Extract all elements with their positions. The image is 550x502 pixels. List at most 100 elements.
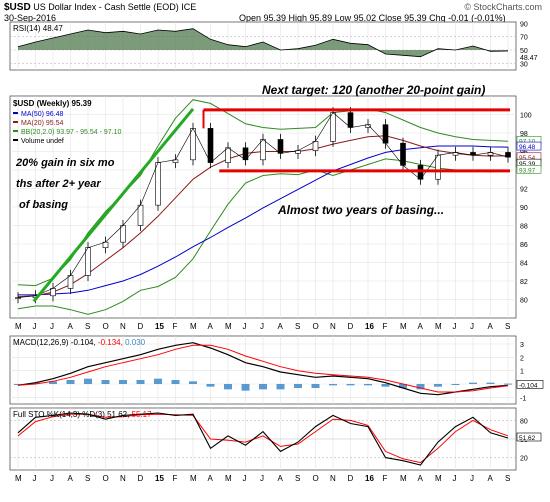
price-legend-item: BB(20,2.0) 93.97 - 95.54 - 97.10	[21, 129, 122, 136]
x-axis-label: S	[85, 474, 90, 483]
stockcharts-credit: © StockCharts.com	[464, 2, 542, 12]
macd-legend: MACD(12,26,9) -0.104, -0.134, 0.030	[13, 338, 146, 347]
price-legend-title: $USD (Weekly) 95.39	[13, 99, 92, 108]
price-tick-label: 84	[520, 261, 528, 268]
x-axis-label: A	[278, 322, 284, 331]
price-bar	[155, 162, 161, 206]
annotation-20pct-gain: 20% gain in six mo ths after 2+ year of b…	[15, 157, 115, 211]
x-axis-label: M	[190, 322, 197, 331]
x-axis-label: S	[295, 474, 300, 483]
macd-tick-label: 1	[520, 369, 524, 376]
x-axis-label: A	[418, 322, 424, 331]
macd-histogram-bar	[119, 380, 127, 384]
macd-histogram-bar	[14, 384, 22, 385]
x-axis-label: A	[418, 474, 424, 483]
sto-legend-part: 55.17	[132, 410, 153, 419]
x-axis-label: A	[208, 474, 214, 483]
macd-histogram-bar	[276, 384, 285, 390]
macd-histogram-bar	[101, 380, 110, 384]
macd-histogram-bar	[399, 384, 407, 388]
price-bar	[50, 288, 56, 297]
price-tick-label: 98	[520, 131, 528, 138]
macd-histogram-bar	[504, 383, 512, 385]
rsi-tick-label: 90	[520, 21, 528, 28]
sto-right-badge	[516, 432, 542, 442]
x-axis-label: J	[243, 474, 247, 483]
price-legend-item: Volume undef	[21, 138, 64, 145]
x-axis-label: F	[173, 322, 178, 331]
price-right-label: 93.97	[519, 167, 536, 174]
price-right-badge	[516, 141, 542, 151]
x-axis-label: D	[138, 322, 144, 331]
macd-histogram-bar	[346, 384, 355, 386]
x-axis-label: M	[15, 474, 22, 483]
x-axis-label: J	[470, 474, 474, 483]
macd-histogram-bar	[364, 384, 372, 386]
price-bar	[225, 147, 231, 163]
macd-histogram-bar	[49, 381, 57, 384]
price-legend-item: MA(50) 96.48	[21, 111, 64, 118]
x-axis-label: 15	[155, 474, 164, 483]
macd-signal-line	[17, 344, 509, 393]
x-axis-label: M	[400, 322, 407, 331]
x-axis-label: F	[383, 322, 388, 331]
price-right-label: 95.54	[519, 155, 536, 162]
macd-histogram-bar	[206, 384, 215, 387]
price-right-badge	[516, 164, 542, 174]
price-tick-label: 86	[520, 242, 528, 249]
macd-legend-part: 0.030	[125, 338, 146, 347]
x-axis-label: J	[453, 474, 457, 483]
price-bar	[312, 141, 319, 151]
x-axis-label: M	[435, 322, 442, 331]
price-right-label: 95.39	[519, 161, 536, 168]
rsi-legend: RSI(14) 48.47	[13, 24, 63, 33]
x-axis-label: O	[103, 474, 109, 483]
sto-tick-label: 80	[520, 418, 528, 425]
x-axis-label: J	[453, 322, 457, 331]
macd-histogram-bar	[136, 380, 145, 384]
x-axis-label: N	[330, 474, 336, 483]
macd-histogram-bar	[451, 384, 460, 385]
price-legend-item: MA(20) 95.54	[21, 120, 64, 127]
x-axis-label: F	[383, 474, 388, 483]
ohlc-readout: Open 95.39 High 95.89 Low 95.02 Close 95…	[239, 13, 506, 23]
annotation-20pct-gain-line: of basing	[16, 199, 68, 211]
x-axis-label: A	[488, 474, 494, 483]
rsi-tick-label: 50	[520, 48, 528, 55]
x-axis-label: N	[330, 322, 336, 331]
macd-legend-part: -0.134,	[98, 338, 125, 347]
price-right-label: 96.48	[519, 144, 536, 151]
x-axis-label: A	[488, 322, 494, 331]
price-bar	[260, 139, 266, 161]
x-axis-label: A	[68, 474, 74, 483]
x-axis-label: J	[33, 474, 37, 483]
price-tick-label: 90	[520, 205, 528, 212]
x-axis-label: S	[295, 322, 300, 331]
price-tick-label: 100	[520, 113, 532, 120]
x-axis-label: J	[243, 322, 247, 331]
instrument-name: US Dollar Index - Cash Settle (EOD)	[33, 2, 179, 12]
x-axis-label: M	[15, 322, 22, 331]
macd-histogram-bar	[66, 380, 75, 384]
chart-date: 30-Sep-2016	[4, 13, 57, 23]
x-axis-label: A	[278, 474, 284, 483]
x-axis-label: J	[50, 474, 54, 483]
annotation-basing: Almost two years of basing...	[277, 203, 444, 217]
macd-tick-label: 3	[520, 342, 524, 349]
sto-k-line	[17, 412, 509, 466]
price-tick-label: 88	[520, 224, 528, 231]
macd-histogram-bar	[434, 384, 442, 387]
price-tick-label: 92	[520, 187, 528, 194]
x-axis-label: M	[190, 474, 197, 483]
macd-histogram-bar	[84, 378, 92, 384]
macd-histogram-bar	[171, 380, 180, 384]
macd-histogram-bar	[189, 381, 197, 384]
x-axis-label: O	[313, 322, 319, 331]
rsi-area	[18, 28, 508, 57]
rsi-tick-label: 70	[520, 35, 528, 42]
price-bar	[85, 247, 91, 276]
x-axis-label: S	[505, 474, 510, 483]
x-axis-label: D	[348, 322, 354, 331]
